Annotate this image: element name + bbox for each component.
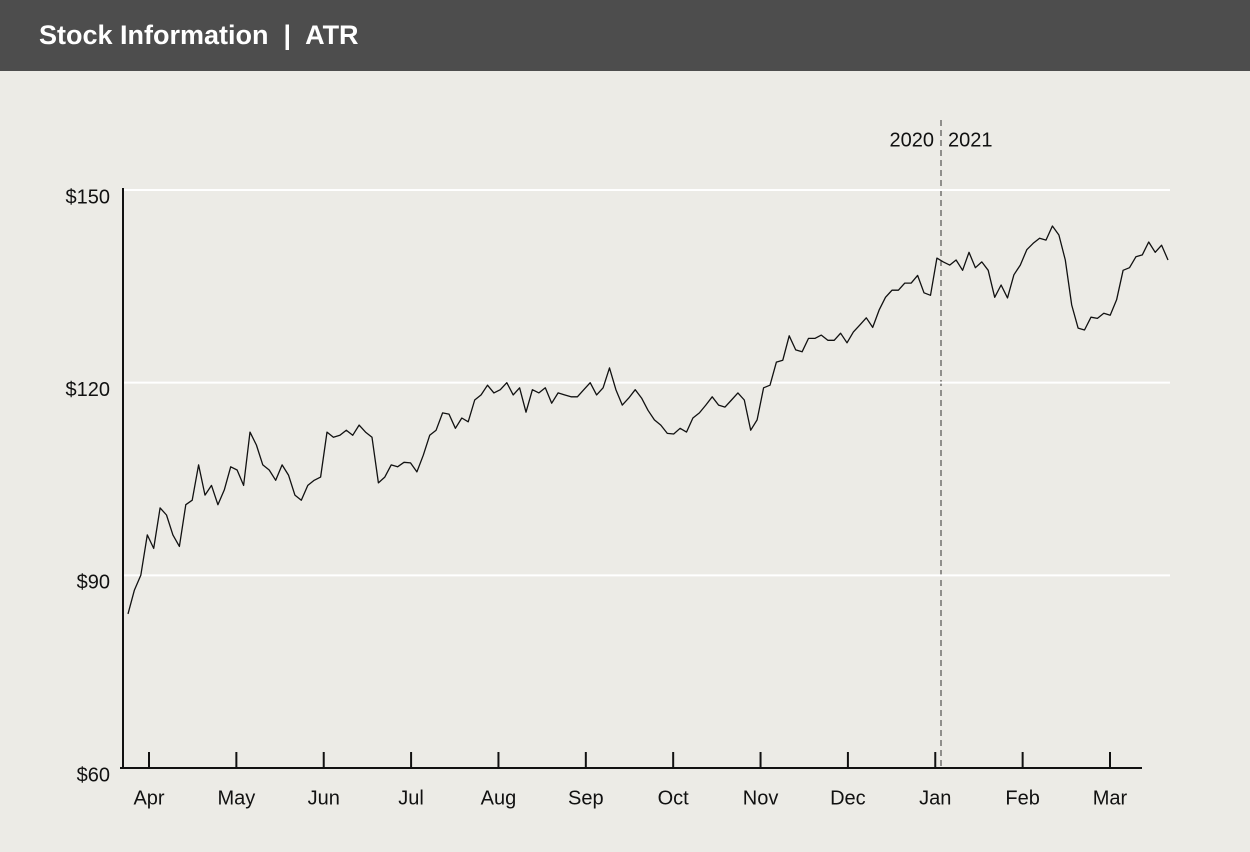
x-tick-label: Jul	[398, 787, 424, 809]
title: Stock Information | ATR	[39, 20, 359, 50]
x-tick-label: Jun	[308, 787, 340, 809]
x-tick-label: Jan	[919, 787, 951, 809]
y-tick-label: $150	[66, 186, 111, 208]
x-tick-label: Nov	[743, 787, 779, 809]
x-tick-label: May	[217, 787, 255, 809]
header: Stock Information | ATR	[0, 0, 1250, 71]
y-tick-label: $120	[66, 379, 111, 401]
y-tick-label: $60	[77, 764, 110, 786]
x-tick-label: Aug	[481, 787, 517, 809]
x-tick-label: Dec	[830, 787, 866, 809]
year-label: 2020	[890, 129, 935, 151]
x-tick-label: Feb	[1005, 787, 1039, 809]
year-label: 2021	[948, 129, 993, 151]
price-line	[127, 225, 1169, 615]
x-tick-label: Apr	[133, 787, 164, 809]
y-tick-label: $90	[77, 572, 110, 594]
x-tick-label: Sep	[568, 787, 604, 809]
x-tick-label: Mar	[1093, 787, 1128, 809]
x-tick-label: Oct	[658, 787, 690, 809]
